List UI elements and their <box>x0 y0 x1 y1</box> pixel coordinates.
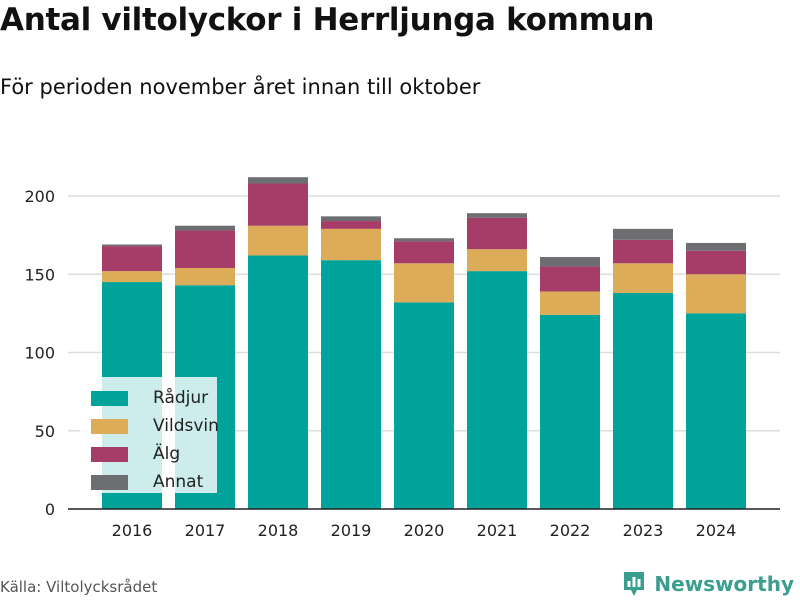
y-tick-label: 50 <box>35 422 55 441</box>
bar-segment-älg-2024 <box>686 250 746 275</box>
legend-item: Rådjur <box>80 384 217 412</box>
bar-segment-annat-2022 <box>540 257 600 267</box>
x-tick-label: 2023 <box>623 521 664 540</box>
legend-item: Älg <box>80 440 217 468</box>
bar-segment-vildsvin-2023 <box>613 263 673 294</box>
brand-name: Newsworthy <box>654 572 794 596</box>
legend-label: Älg <box>153 444 181 464</box>
bar-segment-annat-2020 <box>394 238 454 242</box>
x-tick-label: 2024 <box>696 521 737 540</box>
source-note: Källa: Viltolycksrådet <box>0 578 158 596</box>
legend-item: Annat <box>80 468 217 496</box>
newsworthy-logo-icon <box>624 572 645 596</box>
bar-segment-annat-2024 <box>686 242 746 251</box>
bar-segment-rådjur-2020 <box>394 302 454 509</box>
x-tick-label: 2019 <box>331 521 372 540</box>
x-tick-label: 2020 <box>404 521 445 540</box>
bar-segment-rådjur-2019 <box>321 260 381 509</box>
bar-segment-älg-2022 <box>540 266 600 292</box>
chart-subtitle: För perioden november året innan till ok… <box>0 75 481 99</box>
bar-segment-annat-2018 <box>248 177 308 184</box>
bar-segment-älg-2021 <box>467 217 527 250</box>
legend-swatch <box>91 446 128 462</box>
bar-segment-älg-2017 <box>175 230 235 268</box>
legend-label: Vildsvin <box>153 416 219 436</box>
bar-segment-annat-2021 <box>467 213 527 218</box>
brand-logo: Newsworthy <box>622 570 794 598</box>
bar-segment-älg-2020 <box>394 241 454 264</box>
bar-segment-vildsvin-2017 <box>175 267 235 286</box>
bar-segment-vildsvin-2016 <box>102 271 162 283</box>
legend-label: Rådjur <box>153 388 209 408</box>
y-tick-label: 0 <box>45 500 55 519</box>
y-tick-label: 100 <box>24 344 55 363</box>
x-tick-label: 2021 <box>477 521 518 540</box>
bar-segment-vildsvin-2021 <box>467 249 527 272</box>
bar-segment-rådjur-2021 <box>467 271 527 509</box>
legend-item: Vildsvin <box>80 412 219 440</box>
x-tick-label: 2022 <box>550 521 591 540</box>
bar-segment-älg-2018 <box>248 183 308 226</box>
bar-segment-vildsvin-2022 <box>540 291 600 315</box>
legend-swatch <box>91 418 128 434</box>
bar-segment-vildsvin-2018 <box>248 225 308 256</box>
bar-segment-annat-2019 <box>321 216 381 222</box>
bar-segment-rådjur-2024 <box>686 313 746 509</box>
legend-swatch <box>91 390 128 406</box>
bar-segment-älg-2016 <box>102 246 162 272</box>
bar-segment-annat-2016 <box>102 244 162 247</box>
legend-swatch <box>91 474 128 490</box>
x-tick-label: 2017 <box>185 521 226 540</box>
bar-segment-vildsvin-2020 <box>394 263 454 303</box>
legend-label: Annat <box>153 472 204 492</box>
bar-segment-vildsvin-2024 <box>686 274 746 314</box>
bar-segment-älg-2023 <box>613 239 673 264</box>
bar-segment-annat-2017 <box>175 225 235 231</box>
chart-title: Antal viltolyckor i Herrljunga kommun <box>0 2 655 38</box>
y-tick-label: 150 <box>24 265 55 284</box>
bar-segment-rådjur-2018 <box>248 255 308 509</box>
x-tick-label: 2018 <box>258 521 299 540</box>
bar-segment-rådjur-2022 <box>540 314 600 509</box>
y-tick-label: 200 <box>24 187 55 206</box>
bar-segment-vildsvin-2019 <box>321 228 381 261</box>
bar-segment-annat-2023 <box>613 228 673 240</box>
bar-segment-älg-2019 <box>321 221 381 229</box>
bar-segment-rådjur-2023 <box>613 293 673 509</box>
x-tick-label: 2016 <box>112 521 153 540</box>
chart-legend: Rådjur Vildsvin Älg Annat <box>80 377 219 496</box>
